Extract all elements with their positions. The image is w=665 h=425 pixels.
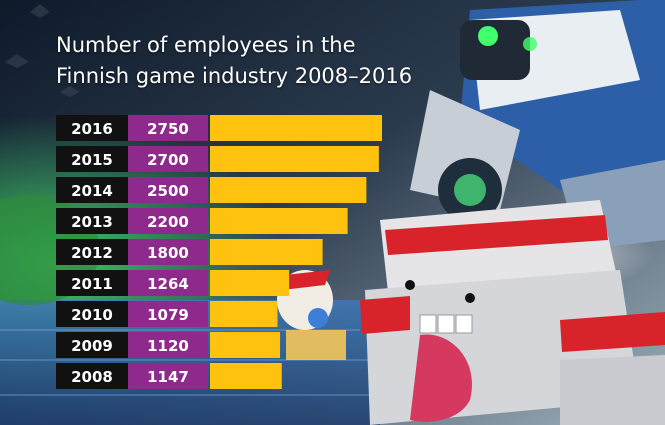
value-box-2011 (128, 270, 208, 296)
bar-2012 (210, 239, 323, 265)
chart-row-2013: 2013 2200 (56, 208, 348, 234)
bar-2013 (210, 208, 348, 234)
chart-title-line-1: Number of employees in the (56, 33, 356, 57)
year-box-2016 (56, 115, 128, 141)
value-box-2009 (128, 332, 208, 358)
chart-title-line-2: Finnish game industry 2008–2016 (56, 64, 413, 88)
value-box-2013 (128, 208, 208, 234)
value-box-2010 (128, 301, 208, 327)
value-label-2013: 2200 (147, 213, 189, 231)
block-monster (360, 200, 665, 425)
chart-row-2010: 2010 1079 (56, 301, 278, 327)
bar-2016 (210, 115, 382, 141)
chart-row-2008: 2008 1147 (56, 363, 282, 389)
year-box-2012 (56, 239, 128, 265)
bar-2010 (210, 301, 278, 327)
year-label-2016: 2016 (71, 120, 113, 138)
year-label-2013: 2013 (71, 213, 113, 231)
value-label-2016: 2750 (147, 120, 189, 138)
value-label-2011: 1264 (147, 275, 189, 293)
bar-2015 (210, 146, 379, 172)
value-label-2012: 1800 (147, 244, 189, 262)
value-box-2012 (128, 239, 208, 265)
value-box-2015 (128, 146, 208, 172)
year-box-2011 (56, 270, 128, 296)
chart-row-2016: 2016 2750 (56, 115, 382, 141)
bar-2014 (210, 177, 367, 203)
year-label-2014: 2014 (71, 182, 113, 200)
robot-character (410, 0, 665, 250)
year-box-2013 (56, 208, 128, 234)
bar-2009 (210, 332, 281, 358)
year-label-2009: 2009 (71, 337, 113, 355)
value-box-2016 (128, 115, 208, 141)
year-box-2010 (56, 301, 128, 327)
chart-row-2009: 2009 1120 (56, 332, 281, 358)
year-label-2010: 2010 (71, 306, 113, 324)
year-label-2012: 2012 (71, 244, 113, 262)
value-label-2010: 1079 (147, 306, 189, 324)
value-label-2015: 2700 (147, 151, 189, 169)
year-box-2008 (56, 363, 128, 389)
year-box-2014 (56, 177, 128, 203)
value-label-2008: 1147 (147, 368, 189, 386)
year-label-2015: 2015 (71, 151, 113, 169)
chart-row-2011: 2011 1264 (56, 270, 290, 296)
year-label-2011: 2011 (71, 275, 113, 293)
value-box-2008 (128, 363, 208, 389)
chart-row-2014: 2014 2500 (56, 177, 367, 203)
small-character (277, 270, 346, 360)
chart-row-2012: 2012 1800 (56, 239, 323, 265)
chart-row-2015: 2015 2700 (56, 146, 379, 172)
chart-title: Number of employees in the Finnish game … (56, 30, 456, 92)
bar-2008 (210, 363, 282, 389)
year-box-2009 (56, 332, 128, 358)
value-box-2014 (128, 177, 208, 203)
bar-2011 (210, 270, 290, 296)
value-label-2014: 2500 (147, 182, 189, 200)
bat-silhouettes (5, 4, 80, 97)
year-label-2008: 2008 (71, 368, 113, 386)
value-label-2009: 1120 (147, 337, 189, 355)
year-box-2015 (56, 146, 128, 172)
